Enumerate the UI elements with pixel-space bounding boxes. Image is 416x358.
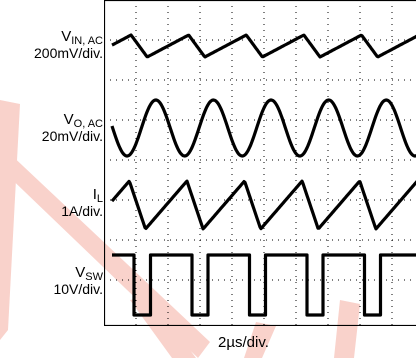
channel-subscript: O, AC — [73, 118, 103, 130]
channel-label-vin: VIN, AC 200mV/div. — [34, 28, 103, 62]
channel-symbol: V — [61, 28, 72, 45]
channel-scale: 20mV/div. — [41, 128, 103, 144]
channel-symbol: V — [75, 264, 86, 281]
channel-label-vsw: VSW 10V/div. — [53, 264, 103, 298]
trace-group — [110, 33, 416, 317]
channel-scale: 10V/div. — [53, 281, 103, 297]
channel-subscript: L — [96, 193, 103, 205]
timebase-label: 2µs/div. — [218, 334, 269, 351]
trace-vo-ac — [110, 98, 416, 158]
channel-symbol: I — [92, 186, 97, 203]
oscilloscope-plot — [104, 0, 416, 326]
trace-vsw — [110, 253, 416, 317]
channel-scale: 1A/div. — [61, 203, 103, 219]
trace-il — [110, 179, 416, 231]
trace-vin-ac — [111, 33, 416, 59]
channel-label-vo: VO, AC 20mV/div. — [41, 111, 103, 145]
channel-subscript: SW — [85, 271, 103, 283]
channel-subscript: IN, AC — [71, 35, 103, 47]
channel-symbol: V — [63, 111, 74, 128]
channel-scale: 200mV/div. — [34, 45, 103, 61]
channel-label-il: IL 1A/div. — [61, 186, 103, 220]
